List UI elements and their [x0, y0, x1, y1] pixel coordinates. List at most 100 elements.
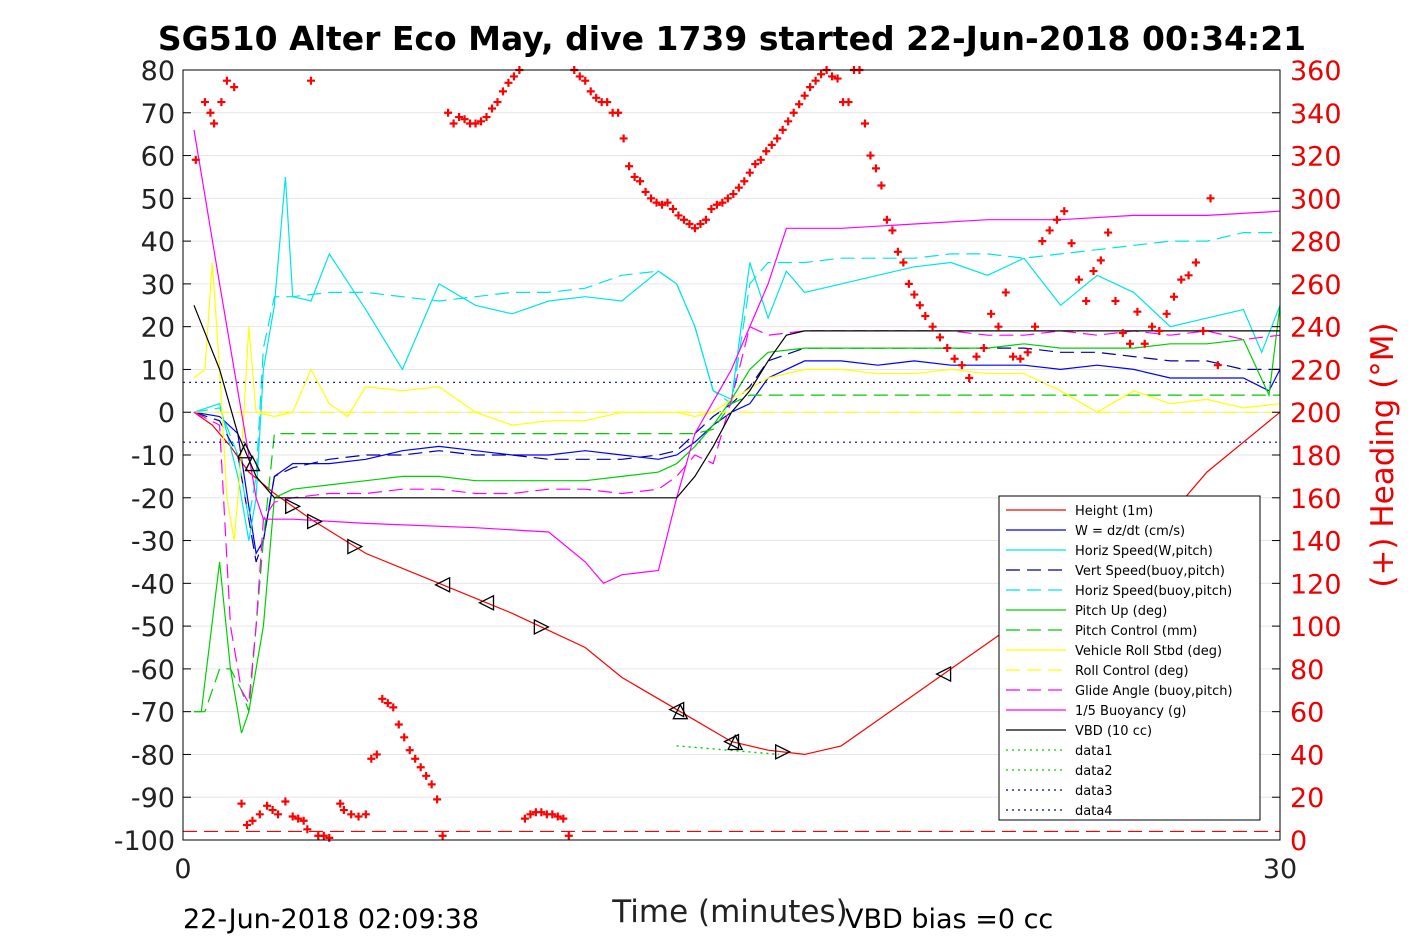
heading-point — [718, 198, 727, 207]
heading-point — [1045, 226, 1054, 235]
heading-point — [696, 220, 705, 228]
legend-entry: data2 — [1075, 764, 1113, 779]
heading-point — [347, 810, 356, 819]
y2-tick-label: 320 — [1290, 142, 1342, 173]
heading-point — [740, 177, 749, 186]
series-line-6 — [194, 394, 1280, 713]
legend-entry: Pitch Control (mm) — [1075, 624, 1197, 639]
heading-point — [668, 205, 677, 214]
heading-point — [789, 108, 798, 117]
heading-point — [493, 98, 502, 107]
heading-point — [394, 720, 403, 729]
heading-point — [1009, 352, 1018, 361]
heading-point — [745, 168, 754, 177]
heading-point — [910, 290, 919, 299]
series-line-12 — [676, 745, 780, 755]
heading-point — [306, 76, 315, 85]
y2-tick-label: 0 — [1290, 826, 1307, 857]
y2-tick-label: 40 — [1290, 740, 1324, 771]
series-line-2 — [193, 176, 1281, 541]
y-tick-label: 50 — [141, 184, 175, 215]
heading-point — [438, 831, 447, 840]
footer-vbd-bias: VBD bias =0 cc — [845, 904, 1053, 935]
heading-point — [712, 200, 721, 209]
heading-point — [242, 821, 251, 830]
heading-point — [1067, 239, 1076, 248]
heading-point — [979, 344, 988, 353]
y-tick-label: 80 — [141, 56, 175, 87]
heading-point — [559, 814, 568, 823]
y-tick-label: -70 — [131, 698, 175, 729]
y2-tick-label: 280 — [1290, 227, 1342, 258]
y-tick-label: 0 — [158, 398, 175, 429]
y-tick-label: -40 — [131, 569, 175, 600]
y-tick-label: -30 — [131, 527, 175, 558]
heading-point — [354, 812, 363, 821]
x-axis-ticks: 0 30 — [174, 854, 1297, 885]
legend-entry: data3 — [1075, 784, 1113, 799]
heading-point — [921, 311, 930, 320]
heading-point — [1140, 339, 1149, 348]
heading-point — [449, 119, 458, 128]
heading-point — [877, 181, 886, 190]
heading-point — [795, 100, 804, 109]
y-tick-label: 40 — [141, 227, 175, 258]
heading-point — [411, 754, 420, 763]
heading-point — [575, 72, 584, 81]
y2-tick-label: 100 — [1290, 612, 1342, 643]
y-tick-label: -90 — [131, 783, 175, 814]
heading-point — [641, 187, 650, 196]
heading-point — [685, 220, 694, 228]
heading-markers — [192, 66, 1222, 842]
legend-entry: W = dz/dt (cm/s) — [1075, 524, 1185, 539]
heading-point — [1118, 329, 1127, 338]
heading-point — [210, 119, 219, 128]
y2-tick-label: 20 — [1290, 783, 1324, 814]
triangle-marker — [775, 743, 792, 760]
heading-point — [1052, 215, 1061, 224]
heading-point — [367, 754, 376, 763]
heading-point — [647, 194, 656, 203]
heading-point — [255, 810, 264, 819]
triangle-marker — [935, 665, 952, 683]
heading-point — [723, 194, 732, 203]
heading-point — [928, 322, 937, 331]
series-line-11 — [193, 305, 1280, 499]
heading-point — [586, 87, 595, 96]
heading-point — [361, 810, 370, 819]
y-tick-label: 60 — [141, 142, 175, 173]
y2-tick-label: 300 — [1290, 184, 1342, 215]
heading-point — [274, 810, 283, 819]
heading-point — [303, 825, 312, 834]
heading-point — [904, 279, 913, 288]
series-line-9 — [193, 325, 1281, 706]
heading-point — [509, 72, 518, 81]
heading-point — [630, 172, 639, 181]
heading-point — [319, 831, 328, 840]
triangle-marker — [244, 455, 261, 472]
heading-point — [444, 108, 453, 117]
heading-point — [416, 763, 425, 772]
y2-axis-ticks: 3603403203002802602402202001801601401201… — [1272, 56, 1342, 857]
x-axis-label: Time (minutes) — [611, 894, 847, 930]
heading-point — [899, 258, 908, 267]
heading-point — [957, 361, 966, 370]
legend-entry: Roll Control (deg) — [1075, 664, 1189, 679]
heading-point — [817, 70, 826, 79]
heading-point — [658, 200, 667, 209]
heading-point — [800, 91, 809, 100]
heading-point — [915, 301, 924, 310]
y-tick-label: -60 — [131, 655, 175, 686]
heading-point — [1199, 326, 1208, 335]
heading-point — [460, 115, 469, 124]
heading-point — [636, 177, 645, 186]
heading-point — [1191, 258, 1200, 267]
heading-point — [729, 190, 738, 199]
heading-point — [263, 801, 272, 810]
heading-point — [1089, 267, 1098, 276]
heading-point — [581, 76, 590, 85]
legend-entry: Glide Angle (buoy,pitch) — [1075, 684, 1233, 699]
heading-point — [674, 211, 683, 220]
heading-point — [965, 374, 974, 382]
heading-point — [564, 831, 573, 840]
